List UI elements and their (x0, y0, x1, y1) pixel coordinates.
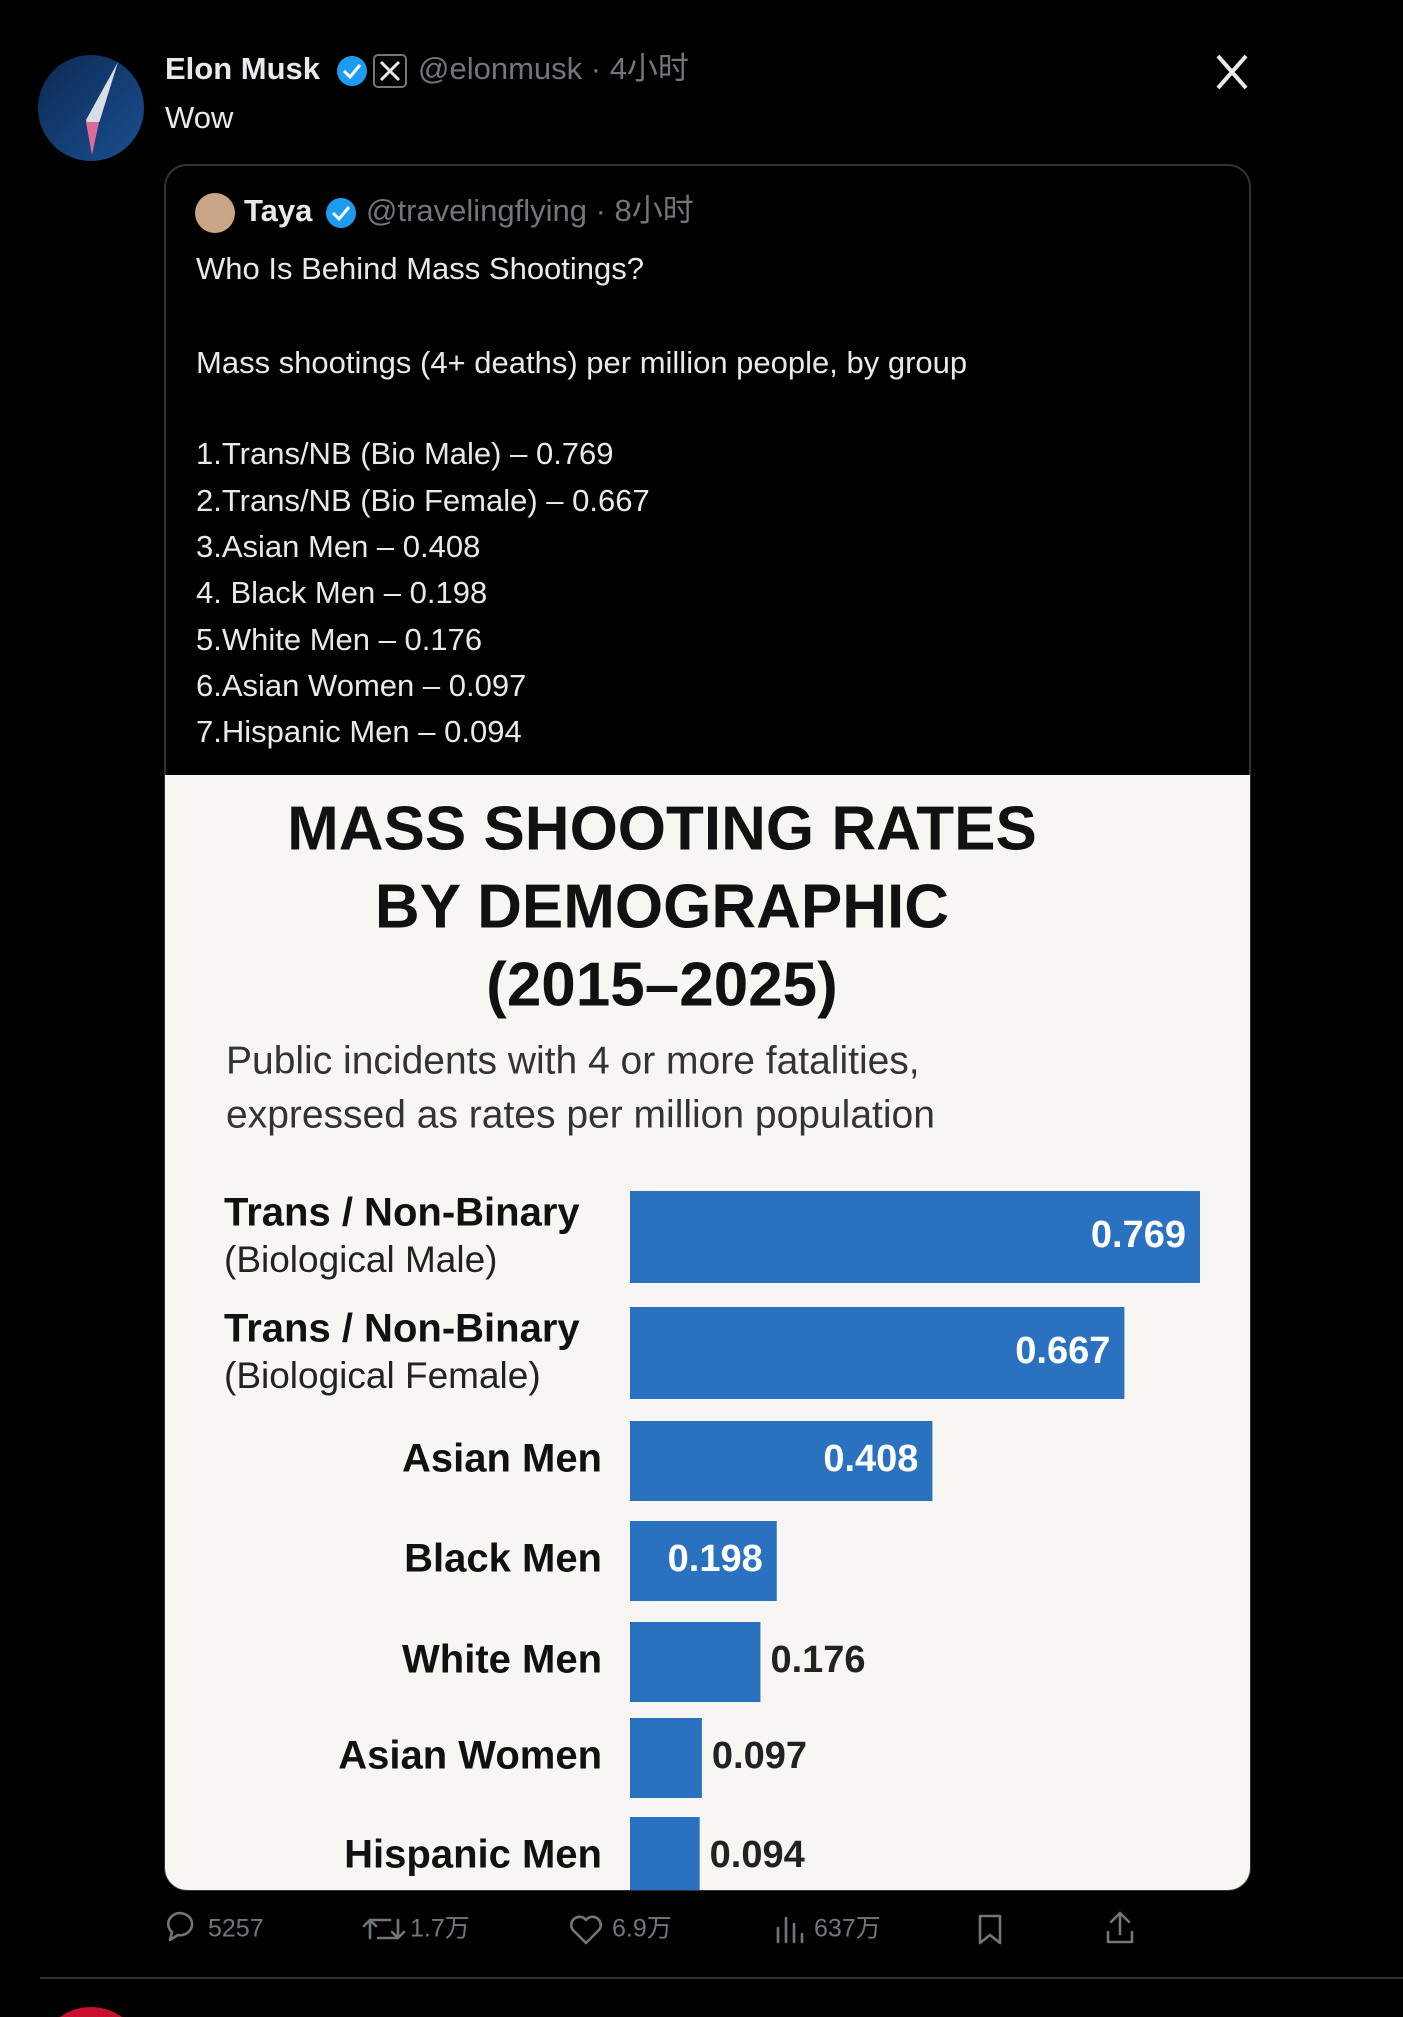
avatar[interactable] (38, 55, 144, 161)
chart-subtitle: expressed as rates per million populatio… (226, 1093, 935, 1136)
quoted-line: 4. Black Men – 0.198 (196, 575, 487, 610)
quoted-post[interactable]: Taya @travelingflying · 8小时 Who Is Behin… (164, 164, 1251, 1897)
chart-image: MASS SHOOTING RATES BY DEMOGRAPHIC (2015–2… (165, 775, 1250, 1890)
quoted-meta: @travelingflying · 8小时 (366, 193, 694, 228)
bar (630, 1622, 761, 1702)
value-label: 0.769 (1091, 1214, 1186, 1256)
quoted-line: 7.Hispanic Men – 0.094 (196, 714, 522, 749)
view-count: 637万 (814, 1915, 881, 1943)
value-label: 0.198 (668, 1538, 763, 1580)
quoted-avatar (195, 193, 235, 233)
bar (630, 1817, 700, 1890)
chart-title: MASS SHOOTING RATES (287, 794, 1037, 863)
repost-count: 1.7万 (410, 1915, 470, 1943)
like-button[interactable]: 6.9万 (570, 1915, 672, 1945)
bar (630, 1191, 1200, 1283)
category-label: White Men (402, 1638, 602, 1682)
value-label: 0.176 (770, 1639, 865, 1681)
value-label: 0.094 (710, 1834, 805, 1876)
author-name[interactable]: Elon Musk (165, 51, 321, 86)
category-note: (Biological Female) (224, 1355, 541, 1396)
chart: MASS SHOOTING RATES BY DEMOGRAPHIC (2015–2… (224, 794, 1200, 1890)
value-label: 0.408 (823, 1438, 918, 1480)
category-label: Trans / Non-Binary (224, 1191, 580, 1235)
chart-title: BY DEMOGRAPHIC (375, 872, 949, 941)
quoted-line: 3.Asian Men – 0.408 (196, 529, 480, 564)
chart-title: (2015–2025) (486, 950, 838, 1019)
post-text: Wow (165, 100, 234, 135)
quoted-line: Mass shootings (4+ deaths) per million p… (196, 345, 967, 380)
views-button[interactable]: 637万 (776, 1915, 881, 1944)
x-logo[interactable] (1216, 54, 1248, 90)
bar (630, 1421, 933, 1501)
next-avatar (60, 2007, 122, 2017)
quoted-author: Taya (244, 193, 313, 228)
reply-button[interactable]: 5257 (167, 1911, 264, 1943)
bookmark-button[interactable] (978, 1914, 1002, 1945)
quoted-line: Who Is Behind Mass Shootings? (196, 251, 644, 286)
reply-count: 5257 (208, 1915, 264, 1943)
like-count: 6.9万 (612, 1915, 672, 1943)
value-label: 0.097 (712, 1735, 807, 1777)
quoted-line: 6.Asian Women – 0.097 (196, 668, 526, 703)
chart-subtitle: Public incidents with 4 or more fataliti… (226, 1039, 920, 1082)
value-label: 0.667 (1015, 1330, 1110, 1372)
quoted-line: 1.Trans/NB (Bio Male) – 0.769 (196, 436, 614, 471)
category-label: Black Men (404, 1537, 602, 1581)
bar (630, 1718, 702, 1798)
category-label: Hispanic Men (344, 1833, 602, 1877)
quoted-line: 5.White Men – 0.176 (196, 622, 482, 657)
share-button[interactable] (1106, 1911, 1134, 1944)
org-badge (373, 54, 407, 88)
bar (630, 1307, 1125, 1399)
quoted-line: 2.Trans/NB (Bio Female) – 0.667 (196, 483, 650, 518)
verified-badge (337, 56, 367, 86)
author-meta: @elonmusk · 4小时 (418, 51, 689, 86)
verified-badge (326, 198, 356, 228)
category-label: Asian Women (338, 1734, 602, 1778)
bar (630, 1521, 777, 1601)
quoted-text: Who Is Behind Mass Shootings? Mass shooti… (196, 251, 967, 749)
category-note: (Biological Male) (224, 1239, 498, 1280)
repost-button[interactable]: 1.7万 (362, 1915, 470, 1943)
category-label: Trans / Non-Binary (224, 1307, 580, 1351)
category-label: Asian Men (402, 1437, 602, 1481)
